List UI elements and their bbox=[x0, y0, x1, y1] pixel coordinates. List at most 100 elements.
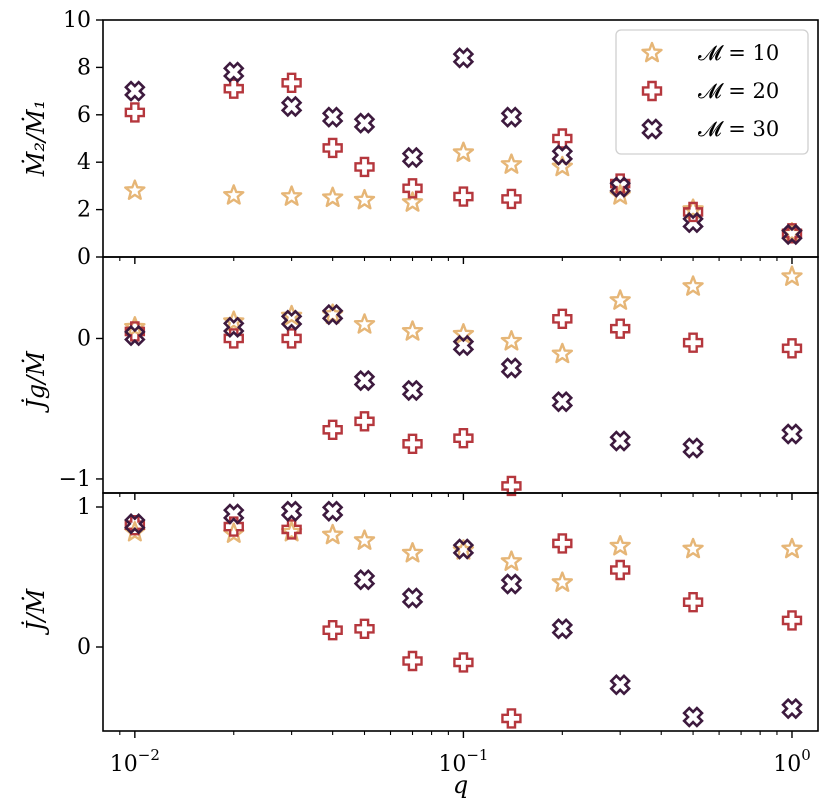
data-point bbox=[781, 537, 803, 559]
data-point bbox=[609, 176, 631, 198]
y-axis-label: Ṁ₂/Ṁ₁ bbox=[21, 100, 50, 177]
data-point bbox=[280, 500, 303, 522]
data-point bbox=[223, 78, 244, 99]
data-point bbox=[682, 437, 704, 459]
data-point bbox=[321, 186, 344, 208]
data-point bbox=[223, 503, 245, 525]
data-point bbox=[453, 428, 474, 449]
series-star bbox=[124, 521, 803, 592]
data-point bbox=[452, 538, 475, 560]
data-point bbox=[223, 522, 245, 543]
data-point bbox=[682, 537, 704, 559]
data-point bbox=[401, 587, 424, 609]
data-point bbox=[682, 332, 704, 353]
data-point bbox=[321, 303, 344, 326]
legend: 𝓜 = 10 𝓜 = 20 𝓜 = 30 bbox=[615, 29, 809, 155]
legend-marker bbox=[641, 80, 663, 102]
data-point bbox=[551, 155, 574, 177]
data-point bbox=[353, 313, 376, 334]
data-point bbox=[452, 47, 475, 69]
data-point bbox=[124, 179, 146, 200]
data-point bbox=[500, 106, 523, 128]
legend-label: 𝓜 = 30 bbox=[698, 117, 779, 141]
data-point bbox=[353, 569, 376, 591]
x-tick-label: 10−1 bbox=[438, 746, 488, 777]
data-point bbox=[124, 513, 146, 535]
legend-label: 𝓜 = 20 bbox=[698, 79, 779, 103]
data-point bbox=[353, 369, 376, 392]
data-point bbox=[223, 61, 245, 83]
legend-marker bbox=[641, 118, 663, 140]
legend-entry: 𝓜 = 10 bbox=[641, 41, 779, 65]
data-point bbox=[781, 223, 803, 246]
data-point bbox=[321, 106, 344, 128]
panels: 0 2 4 6 8 10 Ṁ₂/Ṁ₁ −1 0 J̇g/Ṁ 0 1 J̇/Ṁ bbox=[21, 8, 819, 738]
data-point bbox=[781, 265, 803, 286]
panel-1: 0 2 4 6 8 10 Ṁ₂/Ṁ₁ bbox=[21, 8, 819, 270]
series-star bbox=[124, 265, 803, 364]
data-point bbox=[353, 188, 376, 210]
data-point bbox=[500, 357, 523, 379]
data-point bbox=[781, 610, 803, 631]
data-point bbox=[609, 430, 631, 452]
data-point bbox=[453, 652, 474, 673]
data-point bbox=[501, 475, 522, 497]
data-point bbox=[609, 289, 631, 310]
legend-entry: 𝓜 = 30 bbox=[641, 117, 779, 141]
legend-entry: 𝓜 = 20 bbox=[641, 79, 779, 103]
data-point bbox=[280, 185, 303, 206]
data-point bbox=[401, 379, 424, 402]
data-point bbox=[609, 559, 631, 581]
data-point bbox=[321, 523, 344, 545]
panel-frame bbox=[102, 492, 819, 732]
data-point bbox=[280, 309, 303, 331]
x-tick-label: 10−2 bbox=[110, 746, 160, 777]
y-tick-label: 0 bbox=[77, 245, 91, 270]
y-tick-label: 8 bbox=[77, 55, 91, 80]
data-point bbox=[500, 573, 523, 595]
series-plus bbox=[124, 308, 803, 497]
data-point bbox=[280, 521, 303, 542]
series-x bbox=[124, 500, 803, 728]
data-point bbox=[124, 80, 146, 102]
data-point bbox=[452, 141, 475, 163]
data-point bbox=[609, 674, 631, 696]
data-point bbox=[402, 433, 423, 455]
data-point bbox=[321, 500, 344, 522]
data-point bbox=[682, 211, 704, 234]
data-point bbox=[552, 308, 573, 330]
data-point bbox=[281, 72, 302, 94]
data-point bbox=[281, 519, 302, 540]
data-point bbox=[551, 342, 574, 364]
data-point bbox=[322, 620, 343, 641]
data-point bbox=[682, 201, 704, 223]
data-point bbox=[280, 95, 303, 118]
data-point bbox=[401, 542, 424, 563]
legend-box bbox=[615, 29, 809, 155]
panel-3: 0 1 J̇/Ṁ bbox=[21, 492, 819, 738]
data-point bbox=[682, 592, 704, 613]
data-point bbox=[781, 338, 803, 359]
data-point bbox=[682, 198, 704, 219]
y-tick-label: 10 bbox=[63, 8, 91, 33]
data-point bbox=[452, 323, 475, 344]
y-tick-label: 6 bbox=[77, 103, 91, 128]
y-tick-label: 2 bbox=[77, 198, 91, 223]
data-point bbox=[124, 102, 146, 123]
x-axis: 10−2 10−1 100 q bbox=[110, 746, 811, 799]
legend-label: 𝓜 = 10 bbox=[698, 41, 779, 65]
data-point bbox=[401, 146, 424, 169]
data-point bbox=[609, 318, 631, 339]
data-point bbox=[453, 186, 474, 207]
data-point bbox=[281, 328, 302, 349]
y-tick-label: 4 bbox=[77, 150, 91, 175]
data-point bbox=[223, 316, 245, 338]
legend-marker bbox=[641, 41, 663, 63]
data-point bbox=[551, 618, 574, 640]
data-point bbox=[551, 571, 574, 592]
data-point bbox=[551, 144, 574, 166]
data-point bbox=[223, 184, 245, 205]
data-point bbox=[501, 708, 522, 729]
data-point bbox=[223, 310, 245, 331]
